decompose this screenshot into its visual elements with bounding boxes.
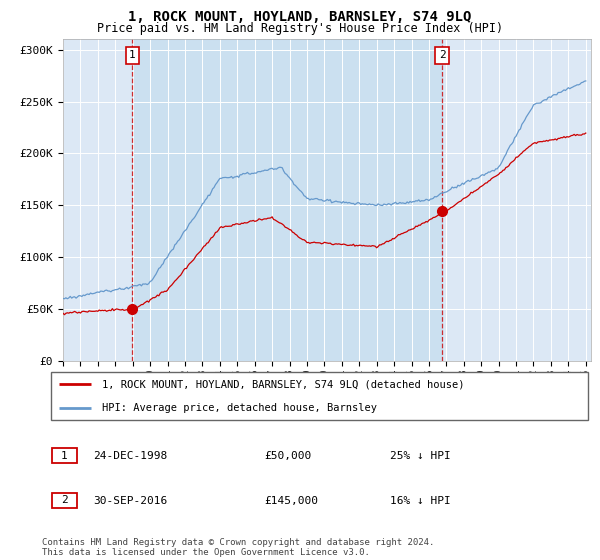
Text: 1, ROCK MOUNT, HOYLAND, BARNSLEY, S74 9LQ: 1, ROCK MOUNT, HOYLAND, BARNSLEY, S74 9L… — [128, 10, 472, 24]
Text: 1: 1 — [129, 50, 136, 60]
Text: 16% ↓ HPI: 16% ↓ HPI — [390, 496, 451, 506]
Text: 2: 2 — [439, 50, 445, 60]
Text: Contains HM Land Registry data © Crown copyright and database right 2024.
This d: Contains HM Land Registry data © Crown c… — [42, 538, 434, 557]
Text: 30-SEP-2016: 30-SEP-2016 — [93, 496, 167, 506]
FancyBboxPatch shape — [52, 493, 77, 508]
FancyBboxPatch shape — [52, 448, 77, 463]
Text: 2: 2 — [61, 496, 68, 505]
Bar — [133, 39, 442, 361]
Text: 25% ↓ HPI: 25% ↓ HPI — [390, 451, 451, 461]
Text: £145,000: £145,000 — [264, 496, 318, 506]
Text: £50,000: £50,000 — [264, 451, 311, 461]
Text: 1: 1 — [61, 451, 68, 460]
Text: 1, ROCK MOUNT, HOYLAND, BARNSLEY, S74 9LQ (detached house): 1, ROCK MOUNT, HOYLAND, BARNSLEY, S74 9L… — [103, 379, 465, 389]
FancyBboxPatch shape — [51, 372, 588, 420]
Text: Price paid vs. HM Land Registry's House Price Index (HPI): Price paid vs. HM Land Registry's House … — [97, 22, 503, 35]
Text: 24-DEC-1998: 24-DEC-1998 — [93, 451, 167, 461]
Text: HPI: Average price, detached house, Barnsley: HPI: Average price, detached house, Barn… — [103, 403, 377, 413]
